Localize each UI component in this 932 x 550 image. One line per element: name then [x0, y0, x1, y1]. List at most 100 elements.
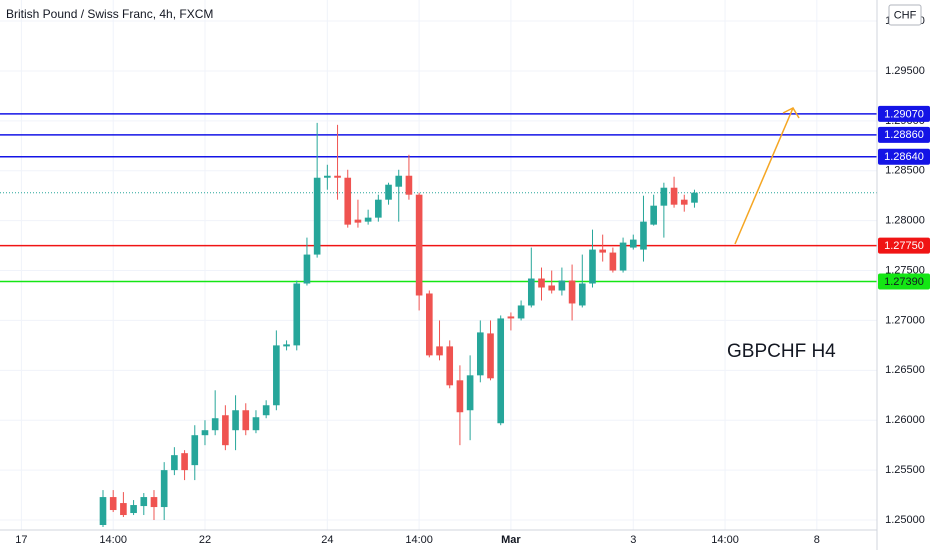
- currency-box[interactable]: [888, 4, 922, 26]
- level-label-box: [878, 273, 930, 290]
- candle-body: [599, 249, 606, 253]
- x-tick-label: 22: [199, 534, 211, 546]
- x-tick-label: 17: [15, 534, 27, 546]
- x-tick-label: 24: [321, 534, 333, 546]
- candle-body: [324, 175, 331, 178]
- annotation: GBPCHF H4: [727, 341, 836, 362]
- chart-title: British Pound / Swiss Franc, 4h, FXCM: [6, 7, 213, 21]
- candle-body: [303, 254, 311, 284]
- candle-body: [344, 177, 352, 225]
- candle-body: [262, 405, 270, 416]
- candle-body: [538, 278, 545, 288]
- y-tick-label: 1.27500: [885, 264, 925, 276]
- projection-arrow: [734, 107, 800, 245]
- candle-body: [130, 505, 137, 514]
- x-tick-label: 14:00: [405, 534, 433, 546]
- y-tick-label: 1.28500: [885, 165, 925, 177]
- candle-body: [385, 184, 392, 200]
- candle-body: [487, 333, 494, 379]
- candle-body: [527, 278, 535, 306]
- level-label: 1.28860: [884, 129, 924, 141]
- candle-body: [242, 410, 250, 431]
- y-tick-label: 1.26500: [885, 364, 925, 376]
- candle-body: [395, 175, 403, 187]
- candle-body: [650, 205, 657, 225]
- candle-body: [191, 435, 199, 466]
- candle-body: [609, 252, 617, 271]
- level-label: 1.28640: [884, 151, 924, 163]
- candle-body: [293, 283, 301, 346]
- candle-body: [589, 249, 596, 284]
- candle-body: [436, 346, 443, 356]
- level-label-box: [878, 148, 930, 165]
- x-tick-label: 3: [630, 534, 636, 546]
- candle-body: [181, 453, 188, 471]
- candle-body: [201, 430, 209, 436]
- candle-body: [507, 316, 515, 319]
- candle-body: [150, 497, 158, 508]
- candle-body: [252, 417, 260, 431]
- candle-body: [415, 194, 423, 296]
- level-labels: 1.29070 1.28860 1.28640 1.27750 1.27390: [878, 105, 930, 290]
- candle-body: [426, 293, 433, 356]
- y-tick-label: 1.29500: [885, 65, 925, 77]
- arrow-head: [782, 107, 800, 119]
- candle-body: [619, 242, 627, 271]
- level-label-box: [878, 126, 930, 143]
- candle-body: [680, 199, 688, 205]
- candle-body: [99, 497, 107, 526]
- level-label-box: [878, 237, 930, 254]
- y-tick-label: 1.27000: [885, 314, 925, 326]
- candle-body: [466, 375, 474, 411]
- x-tick-label: 14:00: [99, 534, 127, 546]
- y-tick-label: 1.28000: [885, 215, 925, 227]
- candle-body: [313, 177, 321, 255]
- candle-body: [568, 280, 576, 304]
- x-tick-label: 14:00: [711, 534, 739, 546]
- candle-body: [354, 219, 362, 223]
- candle-body: [640, 221, 647, 250]
- level-label: 1.29070: [884, 108, 924, 120]
- candle-body: [140, 497, 148, 507]
- candle-body: [364, 217, 372, 222]
- level-label: 1.27750: [884, 240, 924, 252]
- arrow-line: [734, 107, 794, 245]
- candle-body: [456, 380, 464, 413]
- candle-body: [476, 332, 484, 376]
- x-tick-label: 8: [814, 534, 820, 546]
- candle-body: [160, 470, 168, 508]
- candle-body: [211, 418, 219, 431]
- currency-label: CHF: [894, 9, 917, 21]
- candle-body: [660, 187, 668, 206]
- candle-body: [670, 187, 678, 205]
- candle-body: [497, 318, 505, 424]
- candle-body: [109, 497, 117, 511]
- candle-body: [578, 283, 586, 306]
- y-tick-label: 1.25000: [885, 514, 925, 526]
- time-axis: 17 14:00 22 24 14:00 Mar 3 14:00 8: [15, 534, 820, 546]
- candle-body: [120, 503, 127, 516]
- candle-body: [691, 192, 698, 203]
- candles: [99, 122, 698, 528]
- candle-body: [548, 285, 556, 291]
- y-tick-label: 1.26000: [885, 414, 925, 426]
- candle-body: [629, 239, 637, 248]
- candle-body: [222, 415, 229, 446]
- candle-body: [558, 280, 566, 291]
- candle-body: [517, 305, 525, 319]
- candle-body: [273, 345, 280, 406]
- candle-body: [405, 175, 413, 195]
- candle-body: [283, 344, 290, 347]
- candle-body: [446, 346, 454, 386]
- candle-body: [334, 175, 341, 178]
- candle-body: [375, 199, 382, 218]
- candle-body: [171, 455, 178, 471]
- y-tick-label: 1.25500: [885, 464, 925, 476]
- level-label-box: [878, 105, 930, 122]
- levels: [0, 113, 877, 283]
- x-tick-label: Mar: [501, 534, 521, 546]
- candle-body: [232, 410, 239, 431]
- level-label: 1.27390: [884, 276, 924, 288]
